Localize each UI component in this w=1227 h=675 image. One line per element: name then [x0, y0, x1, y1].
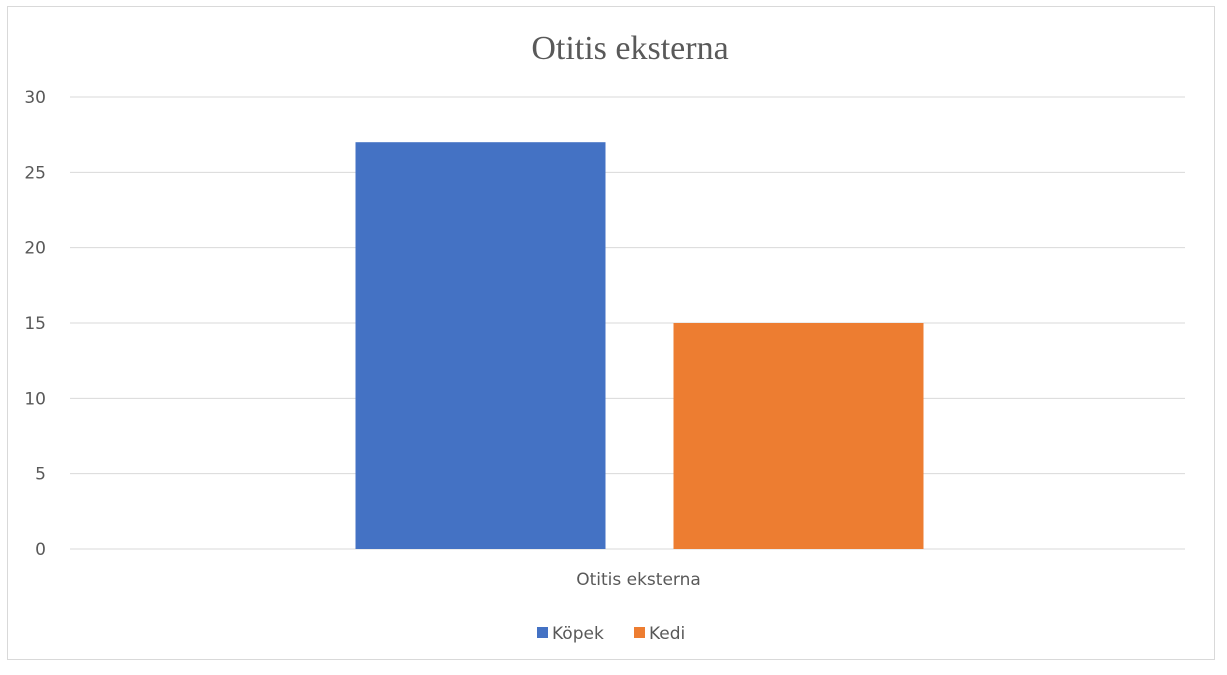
x-axis-ticks: Otitis eksterna: [576, 570, 701, 590]
bar-kedi: [673, 323, 924, 549]
y-tick-label: 10: [24, 389, 46, 409]
y-tick-label: 20: [24, 239, 46, 259]
y-tick-label: 30: [24, 88, 46, 108]
y-tick-label: 0: [35, 540, 46, 560]
y-axis-ticks: 0 5 10 15 20 25 30: [24, 88, 46, 560]
legend: Köpek Kedi: [537, 624, 685, 644]
legend-label: Köpek: [552, 624, 604, 644]
chart-title: Otitis eksterna: [531, 30, 728, 67]
legend-swatch: [537, 627, 548, 638]
legend-label: Kedi: [649, 624, 685, 644]
y-tick-label: 25: [24, 163, 46, 183]
x-tick-label: Otitis eksterna: [576, 570, 701, 590]
legend-swatch: [634, 627, 645, 638]
y-tick-label: 5: [35, 465, 46, 485]
bars: [355, 142, 924, 549]
bar-k-pek: [355, 142, 606, 549]
gridlines: [70, 96, 1185, 550]
y-tick-label: 15: [24, 314, 46, 334]
chart-frame: [7, 6, 1215, 660]
